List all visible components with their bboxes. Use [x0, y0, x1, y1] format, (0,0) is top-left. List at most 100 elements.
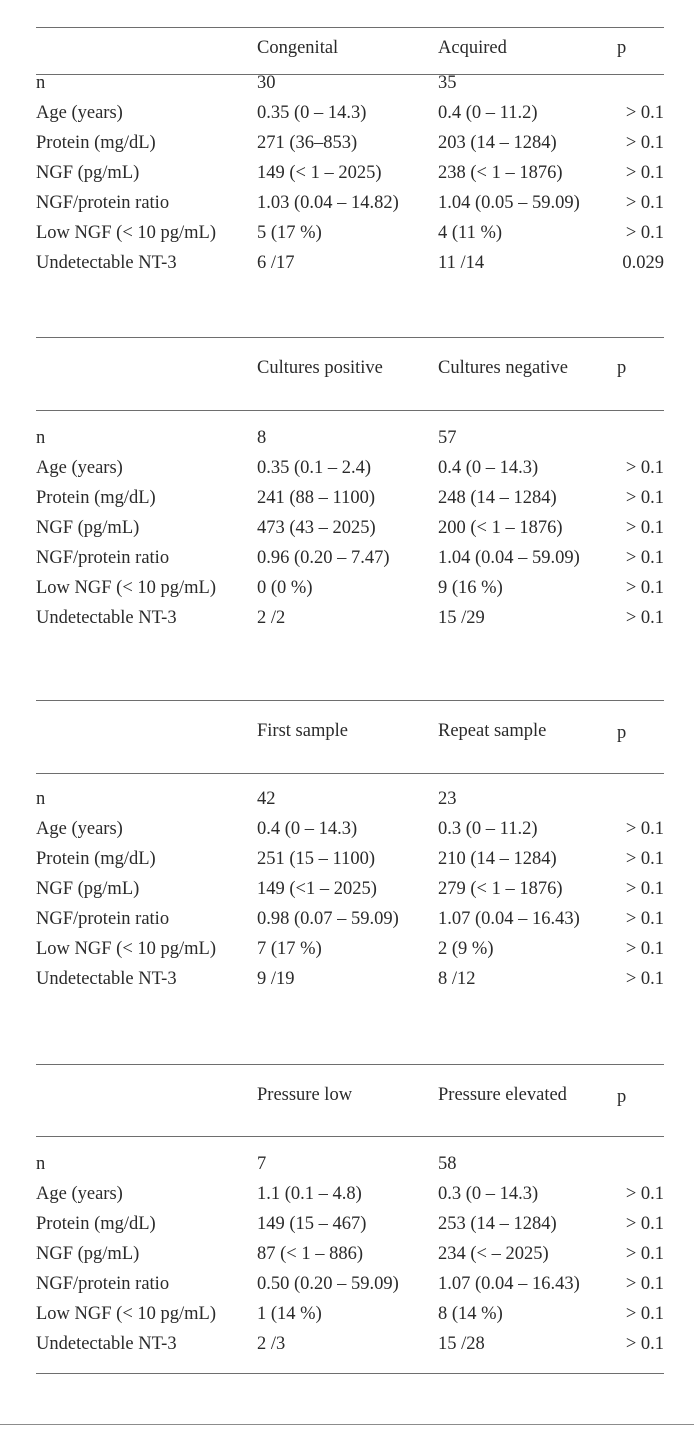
table-row: n 42 23: [36, 786, 664, 816]
row-label: n: [36, 73, 46, 93]
cell-p-value: > 0.1: [625, 133, 664, 153]
row-label: Low NGF (< 10 pg/mL): [36, 939, 217, 959]
table-row: Age (years) 0.4 (0 – 14.3) 0.3 (0 – 11.2…: [36, 816, 664, 846]
cell-p-value: > 0.1: [625, 879, 664, 899]
table-top-rule: [36, 27, 664, 28]
cell-group-a: 149 (15 – 467): [257, 1214, 367, 1234]
cell-group-b: 0.4 (0 – 11.2): [438, 103, 538, 123]
row-label: Low NGF (< 10 pg/mL): [36, 578, 217, 598]
table-row: Protein (mg/dL) 271 (36–853) 203 (14 – 1…: [36, 130, 664, 160]
row-label: Low NGF (< 10 pg/mL): [36, 1304, 217, 1324]
page-bottom-line: [0, 1424, 694, 1425]
cell-p-value: > 0.1: [625, 518, 664, 538]
cell-group-b: 35: [438, 73, 457, 93]
cell-group-a: 149 (< 1 – 2025): [257, 163, 382, 183]
table-row: Age (years) 1.1 (0.1 – 4.8) 0.3 (0 – 14.…: [36, 1181, 664, 1211]
cell-group-b: 15 /28: [438, 1334, 485, 1354]
cell-group-a: 0.96 (0.20 – 7.47): [257, 548, 390, 568]
row-label: Protein (mg/dL): [36, 1214, 156, 1234]
section-header-row: Cultures positive Cultures negative p: [36, 338, 664, 400]
cell-p-value: > 0.1: [625, 1304, 664, 1324]
header-rule: [36, 773, 664, 774]
table-row: n 8 57: [36, 425, 664, 455]
cell-group-a: 7: [257, 1154, 267, 1174]
cell-group-b: 8 /12: [438, 969, 476, 989]
cell-group-a: 2 /2: [257, 608, 286, 628]
column-header-p: p: [617, 1087, 627, 1107]
cell-group-a: 251 (15 – 1100): [257, 849, 376, 869]
cell-p-value: 0.029: [622, 253, 664, 273]
table-row: NGF/protein ratio 1.03 (0.04 – 14.82) 1.…: [36, 190, 664, 220]
header-rule: [36, 1136, 664, 1137]
cell-group-b: 57: [438, 428, 457, 448]
table-row: NGF (pg/mL) 473 (43 – 2025) 200 (< 1 – 1…: [36, 515, 664, 545]
column-header-p: p: [617, 723, 627, 743]
cell-group-b: 2 (9 %): [438, 939, 494, 959]
header-rule: [36, 410, 664, 411]
cell-group-a: 42: [257, 789, 276, 809]
section-rule: [36, 337, 664, 338]
cell-group-b: 0.4 (0 – 14.3): [438, 458, 539, 478]
cell-group-b: 279 (< 1 – 1876): [438, 879, 563, 899]
cell-group-a: 8: [257, 428, 267, 448]
row-label: Age (years): [36, 819, 123, 839]
table-row: Low NGF (< 10 pg/mL) 5 (17 %) 4 (11 %) >…: [36, 220, 664, 250]
row-label: NGF (pg/mL): [36, 518, 140, 538]
row-label: Protein (mg/dL): [36, 133, 156, 153]
cell-group-b: 1.07 (0.04 – 16.43): [438, 909, 580, 929]
cell-group-a: 0.98 (0.07 – 59.09): [257, 909, 399, 929]
column-header-group-a: Cultures positive: [257, 358, 383, 378]
table-row: Undetectable NT-3 6 /17 11 /14 0.029: [36, 250, 664, 280]
row-label: NGF/protein ratio: [36, 193, 170, 213]
cell-group-a: 1.03 (0.04 – 14.82): [257, 193, 399, 213]
cell-group-b: 1.04 (0.05 – 59.09): [438, 193, 580, 213]
cell-group-b: 11 /14: [438, 253, 485, 273]
cell-p-value: > 0.1: [625, 1244, 664, 1264]
table-row: Low NGF (< 10 pg/mL) 1 (14 %) 8 (14 %) >…: [36, 1301, 664, 1331]
cell-group-b: 58: [438, 1154, 457, 1174]
cell-group-b: 0.3 (0 – 11.2): [438, 819, 538, 839]
cell-p-value: > 0.1: [625, 458, 664, 478]
cell-group-b: 238 (< 1 – 1876): [438, 163, 563, 183]
table-row: Undetectable NT-3 2 /2 15 /29 > 0.1: [36, 605, 664, 635]
table-row: n 7 58: [36, 1151, 664, 1181]
column-header-group-a: First sample: [257, 721, 348, 741]
row-label: Undetectable NT-3: [36, 1334, 177, 1354]
row-label: Age (years): [36, 1184, 123, 1204]
section-body: n 7 58 Age (years) 1.1 (0.1 – 4.8) 0.3 (…: [36, 1151, 664, 1361]
cell-group-a: 0.35 (0 – 14.3): [257, 103, 367, 123]
table-row: NGF/protein ratio 0.98 (0.07 – 59.09) 1.…: [36, 906, 664, 936]
cell-group-a: 0.50 (0.20 – 59.09): [257, 1274, 399, 1294]
cell-group-a: 0 (0 %): [257, 578, 313, 598]
cell-group-b: 9 (16 %): [438, 578, 503, 598]
table-row: n 30 35: [36, 73, 664, 100]
column-header-p: p: [617, 358, 627, 378]
cell-group-b: 200 (< 1 – 1876): [438, 518, 563, 538]
cell-group-a: 271 (36–853): [257, 133, 358, 153]
section-body: n 30 35 Age (years) 0.35 (0 – 14.3) 0.4 …: [36, 73, 664, 280]
cell-p-value: > 0.1: [625, 1214, 664, 1234]
cell-group-a: 5 (17 %): [257, 223, 322, 243]
cell-p-value: > 0.1: [625, 1334, 664, 1354]
cell-p-value: > 0.1: [625, 193, 664, 213]
table-row: Protein (mg/dL) 251 (15 – 1100) 210 (14 …: [36, 846, 664, 876]
cell-group-b: 1.04 (0.04 – 59.09): [438, 548, 580, 568]
cell-p-value: > 0.1: [625, 849, 664, 869]
table-row: NGF (pg/mL) 87 (< 1 – 886) 234 (< – 2025…: [36, 1241, 664, 1271]
row-label: NGF/protein ratio: [36, 548, 170, 568]
cell-group-b: 253 (14 – 1284): [438, 1214, 557, 1234]
table-row: Protein (mg/dL) 149 (15 – 467) 253 (14 –…: [36, 1211, 664, 1241]
section-samples: First sample Repeat sample p: [36, 701, 664, 763]
row-label: Undetectable NT-3: [36, 969, 177, 989]
table-row: Low NGF (< 10 pg/mL) 0 (0 %) 9 (16 %) > …: [36, 575, 664, 605]
cell-p-value: > 0.1: [625, 578, 664, 598]
row-label: Protein (mg/dL): [36, 849, 156, 869]
column-header-p: p: [617, 38, 627, 58]
cell-group-a: 1 (14 %): [257, 1304, 322, 1324]
cell-group-b: 248 (14 – 1284): [438, 488, 557, 508]
cell-group-a: 0.4 (0 – 14.3): [257, 819, 358, 839]
table-row: Age (years) 0.35 (0.1 – 2.4) 0.4 (0 – 14…: [36, 455, 664, 485]
section-header-row: First sample Repeat sample p: [36, 701, 664, 763]
section-header-row: Congenital Acquired p: [36, 28, 664, 75]
